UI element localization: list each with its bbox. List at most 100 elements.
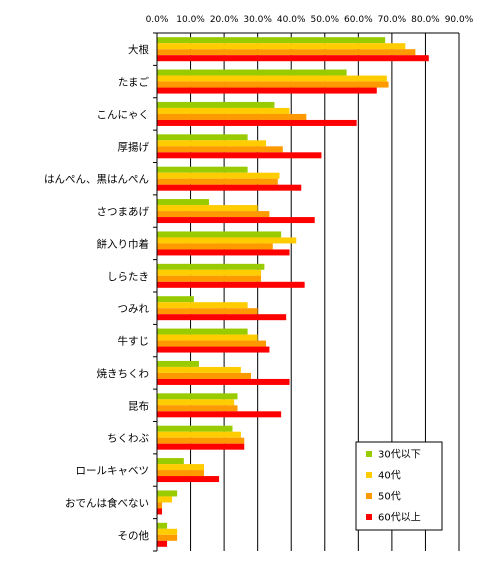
category-label: 大根: [128, 43, 149, 56]
x-tick-label: 10.0%: [176, 15, 205, 25]
legend: 30代以下 40代 50代 60代以上: [355, 441, 443, 531]
x-tick-label: 60.0%: [344, 15, 373, 25]
category-label: たまご: [118, 76, 150, 89]
bar: [157, 522, 168, 529]
legend-swatch: [366, 493, 372, 499]
bar: [157, 249, 290, 256]
bar: [157, 476, 220, 483]
bar: [157, 502, 163, 509]
bar: [157, 199, 210, 206]
x-tick-label: 70.0%: [378, 15, 407, 25]
bar: [157, 425, 233, 432]
x-tick-label: 40.0%: [277, 15, 306, 25]
category-label: しらたき: [107, 271, 149, 283]
bar: [157, 540, 168, 547]
bar: [157, 437, 245, 444]
category-label: はんぺん、黒はんぺん: [44, 174, 149, 186]
bar: [157, 178, 278, 185]
bar: [157, 205, 258, 212]
bar: [157, 172, 280, 179]
bar: [157, 184, 302, 191]
bar: [157, 393, 238, 400]
bar: [157, 302, 248, 309]
bar: [157, 140, 267, 147]
category-label: 厚揚げ: [118, 140, 150, 153]
legend-label: 30代以下: [378, 449, 421, 461]
bar: [157, 314, 287, 321]
legend-swatch: [366, 472, 372, 478]
bar: [157, 217, 315, 224]
x-tick-label: 20.0%: [210, 15, 239, 25]
category-label: 餅入り巾着: [97, 237, 150, 250]
bar: [157, 87, 377, 94]
bar: [157, 360, 199, 367]
bar: [157, 81, 389, 88]
legend-swatch: [366, 514, 372, 520]
bar: [157, 464, 204, 471]
bar: [157, 346, 270, 353]
bar: [157, 107, 290, 114]
bar: [157, 308, 258, 315]
bar: [157, 528, 178, 535]
bar: [157, 243, 273, 250]
category-labels: 大根たまごこんにゃく厚揚げはんぺん、黒はんぺんさつまあげ餅入り巾着しらたきつみれ…: [44, 43, 149, 542]
x-tick-label: 80.0%: [411, 15, 440, 25]
bar: [157, 43, 406, 50]
legend-label: 40代: [378, 470, 401, 482]
legend-label: 50代: [378, 491, 401, 503]
bar: [157, 296, 194, 303]
bar: [157, 134, 248, 141]
axes: [153, 32, 459, 552]
bar: [157, 458, 184, 465]
bar: [157, 49, 416, 56]
x-tick-label: 90.0%: [445, 15, 474, 25]
bar: [157, 101, 275, 108]
category-label: 焼きちくわ: [97, 368, 150, 380]
bar: [157, 166, 248, 173]
bar: [157, 211, 270, 218]
bar: [157, 146, 283, 153]
bars: [157, 37, 429, 547]
bar: [157, 334, 258, 341]
x-tick-label: 50.0%: [310, 15, 339, 25]
bar: [157, 378, 290, 385]
category-label: その他: [118, 529, 150, 542]
bar: [157, 431, 241, 438]
category-label: 昆布: [128, 400, 149, 412]
legend-label: 60代以上: [378, 512, 421, 524]
bar: [157, 237, 297, 244]
category-label: ロールキャベツ: [76, 465, 150, 477]
bar: [157, 399, 235, 406]
bar: [157, 119, 357, 126]
bar: [157, 269, 262, 276]
bar: [157, 443, 245, 450]
bar: [157, 411, 282, 418]
bar: [157, 113, 307, 120]
bar: [157, 496, 173, 503]
category-label: 牛すじ: [118, 335, 150, 348]
x-tick-label: 0.0%: [146, 15, 169, 25]
bar: [157, 490, 178, 497]
bar: [157, 372, 251, 379]
bar: [157, 37, 386, 44]
bar: [157, 470, 204, 477]
bar: [157, 69, 347, 76]
category-label: こんにゃく: [97, 109, 150, 121]
bar: [157, 534, 178, 541]
bar: [157, 281, 305, 288]
bar: [157, 508, 163, 515]
bar: [157, 275, 262, 282]
bar: [157, 152, 322, 159]
category-label: さつまあげ: [97, 206, 150, 218]
bar: [157, 263, 265, 270]
x-axis-ticks: 0.0% 10.0% 20.0% 30.0% 40.0% 50.0% 60.0% 70.0% 8…: [146, 15, 474, 25]
legend-swatch: [366, 451, 372, 457]
category-label: つみれ: [118, 303, 150, 315]
category-label: ちくわぶ: [107, 433, 149, 445]
bar: [157, 75, 387, 82]
bar: [157, 231, 282, 238]
bar: [157, 340, 267, 347]
x-tick-label: 30.0%: [243, 15, 272, 25]
bar: [157, 328, 248, 335]
